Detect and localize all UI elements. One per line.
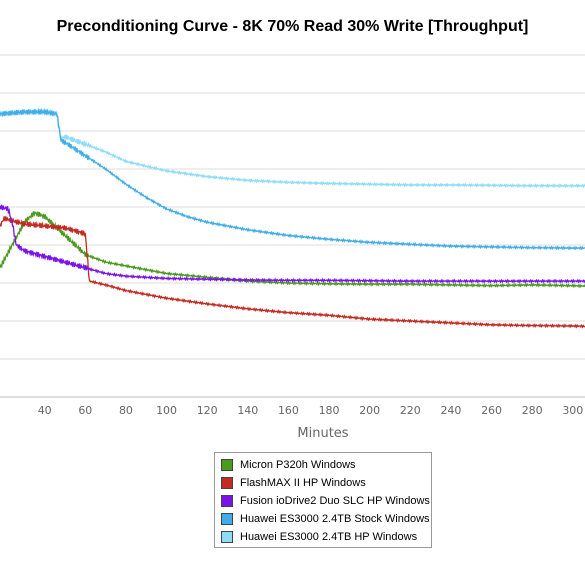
legend-item: FlashMAX II HP Windows [221, 475, 366, 491]
x-tick-label: 260 [481, 404, 502, 417]
chart-legend: Micron P320h Windows FlashMAX II HP Windo… [214, 452, 432, 548]
x-tick-label: 300 [562, 404, 583, 417]
legend-swatch [221, 477, 233, 489]
legend-swatch [221, 513, 233, 525]
legend-label: Huawei ES3000 2.4TB Stock Windows [240, 513, 430, 525]
legend-label: Huawei ES3000 2.4TB HP Windows [240, 531, 418, 543]
legend-item: Micron P320h Windows [221, 457, 356, 473]
x-tick-label: 60 [78, 404, 92, 417]
series-line-1 [0, 210, 585, 289]
x-tick-label: 200 [359, 404, 380, 417]
x-tick-label: 240 [440, 404, 461, 417]
x-tick-label: 160 [278, 404, 299, 417]
x-tick-label: 100 [156, 404, 177, 417]
x-tick-label: 120 [197, 404, 218, 417]
legend-item: Huawei ES3000 2.4TB Stock Windows [221, 511, 430, 527]
x-tick-label: 180 [319, 404, 340, 417]
legend-item: Huawei ES3000 2.4TB HP Windows [221, 529, 417, 545]
legend-label: Micron P320h Windows [240, 459, 356, 471]
chart-title: Preconditioning Curve - 8K 70% Read 30% … [56, 18, 529, 35]
series-line-2 [0, 216, 585, 329]
x-tick-label: 80 [119, 404, 133, 417]
x-tick-label: 280 [522, 404, 543, 417]
x-axis-title: Minutes [297, 426, 348, 441]
series-line-4 [0, 107, 585, 251]
x-tick-label: 220 [400, 404, 421, 417]
x-tick-label: 140 [237, 404, 258, 417]
grid-lines [0, 54, 585, 398]
x-axis-ticks: 40 60 80 100 120 140 160 180 200 220 240 260 280 300 [38, 404, 584, 417]
legend-swatch [221, 495, 233, 507]
legend-swatch [221, 459, 233, 471]
series-line-3 [0, 204, 585, 284]
series-lines [0, 107, 585, 329]
legend-label: Fusion ioDrive2 Duo SLC HP Windows [240, 495, 430, 507]
legend-swatch [221, 531, 233, 543]
x-tick-label: 40 [38, 404, 52, 417]
legend-label: FlashMAX II HP Windows [240, 477, 366, 489]
legend-item: Fusion ioDrive2 Duo SLC HP Windows [221, 493, 430, 509]
series-line-5 [0, 109, 585, 189]
